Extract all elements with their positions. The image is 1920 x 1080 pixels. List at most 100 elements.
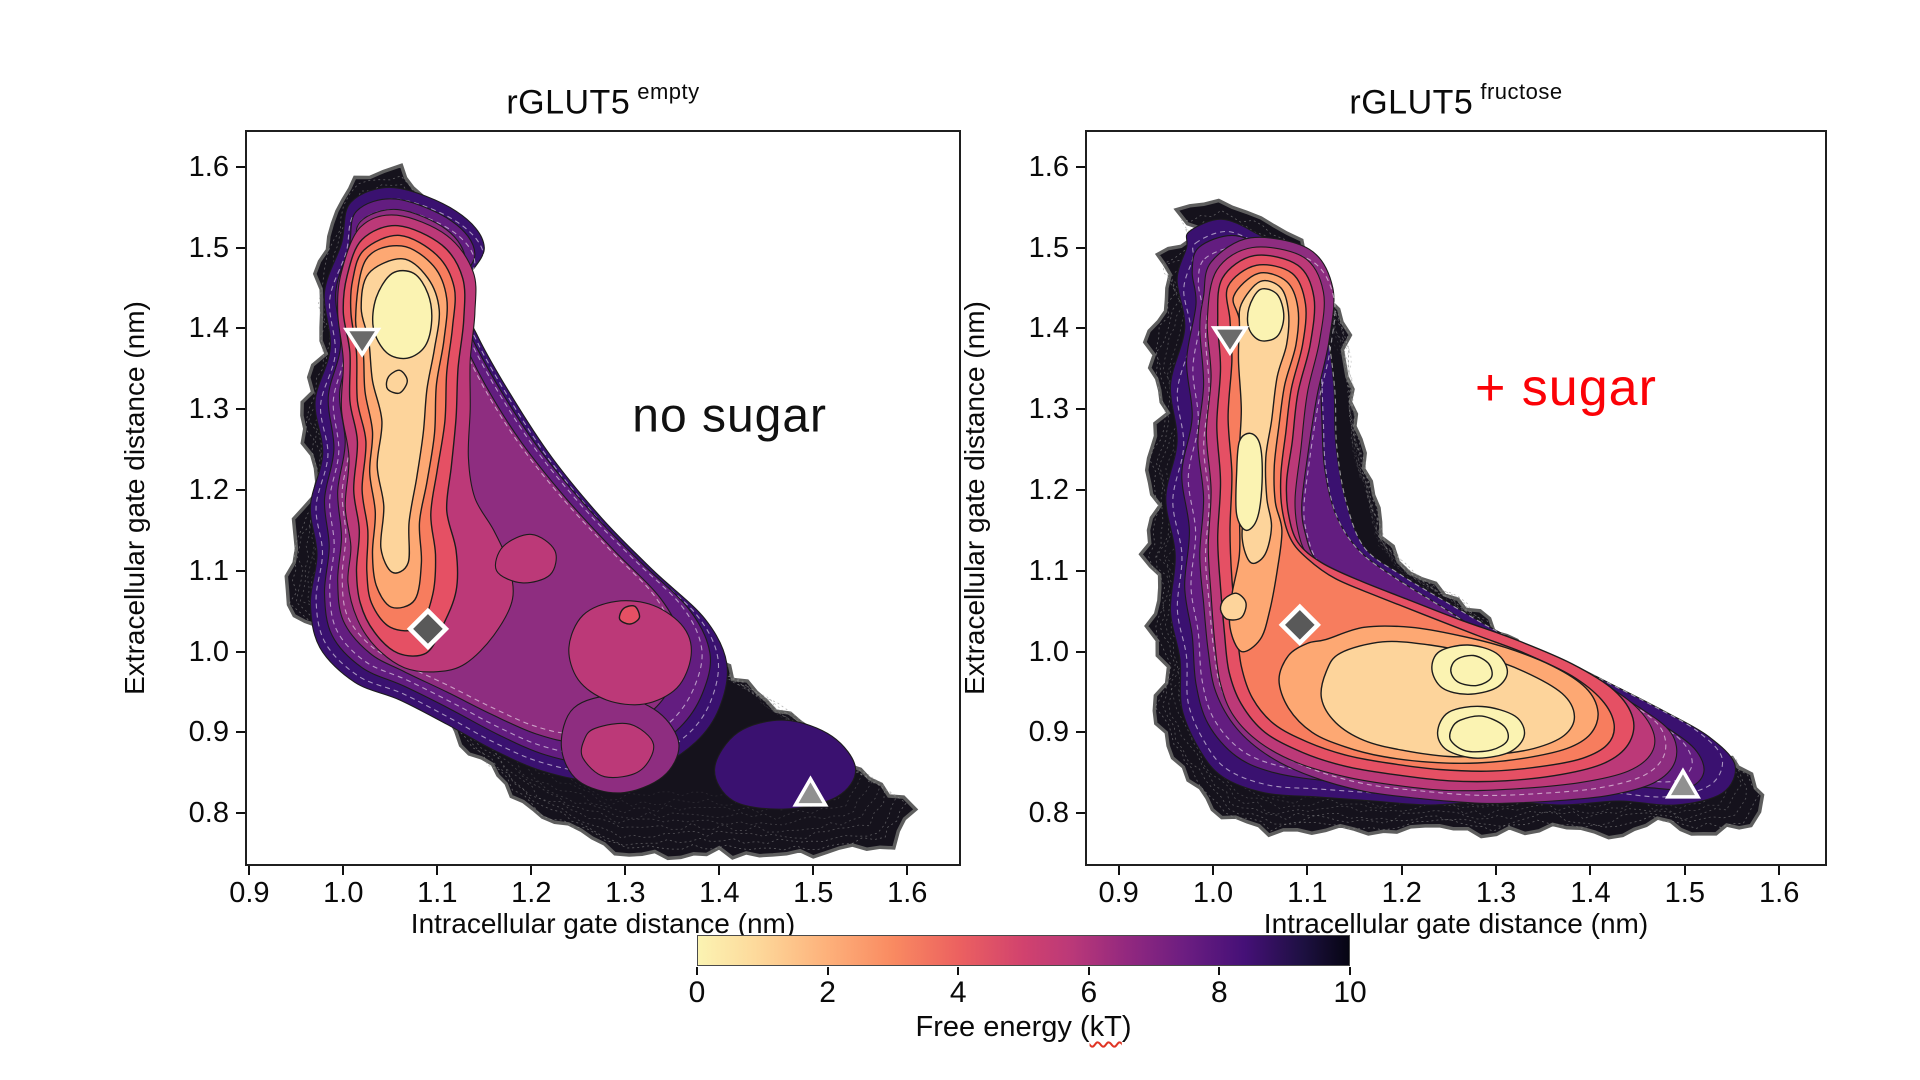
contour-band-level-0 — [1450, 654, 1493, 687]
y-tick-label: 1.0 — [1028, 635, 1069, 668]
y-tick — [1076, 569, 1085, 572]
y-tick — [1076, 408, 1085, 411]
colorbar-tick — [957, 967, 960, 975]
colorbar-tick — [826, 967, 829, 975]
y-tick-label: 1.5 — [188, 231, 229, 264]
x-tick-label: 1.5 — [793, 877, 834, 909]
y-tick-label: 1.6 — [1028, 150, 1069, 183]
plot-title-text: rGLUT5 — [1349, 83, 1474, 121]
x-tick — [1400, 866, 1403, 875]
x-tick — [1683, 866, 1686, 875]
colorbar-tick-label: 8 — [1211, 976, 1228, 1009]
y-tick-label: 1.2 — [1028, 473, 1069, 506]
x-tick-label: 1.2 — [511, 877, 552, 909]
y-tick — [236, 408, 245, 411]
x-tick — [1495, 866, 1498, 875]
x-tick-label: 1.0 — [323, 877, 364, 909]
contour-dashed-line — [1203, 248, 1667, 797]
x-tick-label: 1.1 — [1287, 877, 1328, 909]
contour-canvas — [1138, 198, 1765, 840]
x-tick — [1306, 866, 1309, 875]
y-tick-label: 1.3 — [188, 393, 229, 426]
colorbar-gradient — [697, 935, 1350, 966]
x-tick-label: 1.6 — [1759, 877, 1800, 909]
y-tick — [1076, 650, 1085, 653]
x-tick-label: 1.3 — [605, 877, 646, 909]
y-tick-label: 1.6 — [188, 150, 229, 183]
colorbar: Free energy (kT) 0 2 4 6 8 10 — [689, 935, 1367, 1043]
x-tick-label: 1.3 — [1475, 877, 1517, 909]
contour-band-level-0 — [1431, 644, 1509, 696]
marker-triangle-up — [1664, 767, 1701, 799]
annotation-no-sugar: no sugar — [632, 389, 828, 443]
contour-dashed-line — [1172, 230, 1724, 798]
marker-triangle-down — [342, 327, 382, 358]
x-tick — [1778, 866, 1781, 875]
contour-canvas — [284, 163, 919, 861]
y-tick-label: 1.1 — [1028, 554, 1069, 587]
x-tick — [1117, 866, 1120, 875]
y-tick — [1076, 246, 1085, 249]
x-tick — [906, 866, 909, 875]
contour-dashed-line — [315, 198, 720, 772]
x-tick — [530, 866, 533, 875]
contour-texture-line — [1163, 236, 1733, 817]
x-tick — [1589, 866, 1592, 875]
contour-band-level-0 — [385, 369, 409, 395]
colorbar-tick-label: 6 — [1080, 976, 1098, 1009]
y-tick-label: 1.3 — [1028, 393, 1069, 426]
contour-plot-fructose: rGLUT5 fructose + sugar Intracellular gat… — [959, 79, 1827, 939]
colorbar-tick-label: 10 — [1333, 976, 1367, 1009]
contour-band-level-0 — [1235, 432, 1263, 532]
y-tick-label: 1.4 — [1028, 312, 1069, 345]
contour-texture-line — [1147, 209, 1761, 832]
marker-triangle-up — [792, 775, 829, 807]
colorbar-label: Free energy (kT) — [697, 1011, 1350, 1044]
colorbar-tick — [1218, 967, 1221, 975]
y-tick — [1076, 812, 1085, 815]
y-tick — [1076, 165, 1085, 168]
contour-band-level-0 — [371, 269, 433, 360]
y-tick-label: 0.8 — [1028, 797, 1069, 830]
colorbar-tick-label: 4 — [949, 976, 967, 1009]
y-tick-label: 1.1 — [188, 554, 229, 587]
x-axis-label: Intracellular gate distance (nm) — [1263, 908, 1649, 939]
plot-title-fructose: rGLUT5 fructose — [1087, 78, 1825, 122]
x-tick-label: 1.6 — [887, 877, 928, 909]
contour-band-level-5 — [568, 600, 692, 706]
x-tick-label: 0.9 — [229, 877, 270, 909]
marker-triangle-down — [1210, 326, 1250, 357]
colorbar-tick — [696, 967, 698, 975]
colorbar-tick-label: 2 — [819, 976, 836, 1009]
x-tick-label: 1.1 — [417, 877, 458, 909]
contour-band-level-8 — [714, 719, 857, 810]
colorbar-tick — [1349, 967, 1351, 975]
x-tick — [1211, 866, 1214, 875]
contour-texture-line — [1155, 220, 1747, 827]
y-tick — [236, 812, 245, 815]
colorbar-label-prefix: Free energy ( — [915, 1011, 1090, 1043]
plot-title-superscript: fructose — [1480, 78, 1563, 104]
plot-title-text: rGLUT5 — [506, 83, 631, 121]
y-tick-label: 1.0 — [188, 635, 229, 668]
x-tick — [624, 866, 627, 875]
y-tick — [236, 165, 245, 168]
y-tick — [236, 488, 245, 491]
colorbar-unit-kT: kT — [1089, 1011, 1122, 1043]
contour-texture-line — [1165, 244, 1726, 809]
colorbar-tick-label: 0 — [688, 976, 706, 1009]
x-tick-label: 1.5 — [1664, 877, 1705, 909]
y-tick — [1076, 327, 1085, 330]
plot-title-superscript: empty — [637, 78, 700, 104]
contour-band-level-1 — [1219, 592, 1247, 621]
x-tick-label: 1.4 — [699, 877, 740, 909]
x-tick — [342, 866, 345, 875]
x-tick-label: 1.0 — [1192, 877, 1234, 909]
y-axis-label: Extracellular gate distance (nm) — [959, 301, 990, 695]
y-tick-label: 0.9 — [1028, 716, 1069, 749]
marker-diamond — [406, 607, 450, 651]
marker-diamond — [1278, 603, 1321, 647]
y-tick — [1076, 488, 1085, 491]
y-tick — [236, 650, 245, 653]
